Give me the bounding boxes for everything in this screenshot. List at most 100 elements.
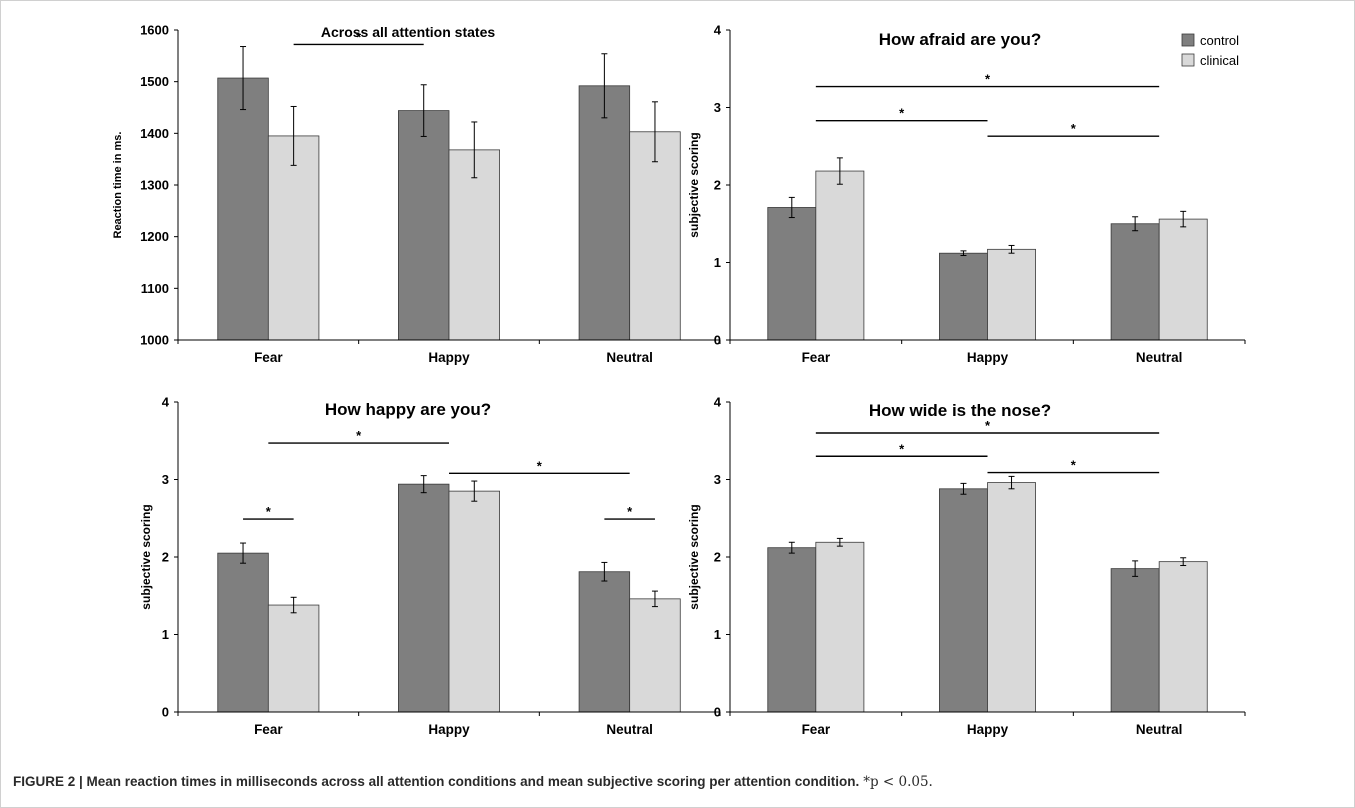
error-bar-control-neutral bbox=[1132, 560, 1139, 577]
y-tick-label: 1400 bbox=[140, 126, 169, 141]
bar-control-happy bbox=[939, 488, 988, 713]
y-tick-label: 0 bbox=[162, 705, 169, 720]
chart-panel-1: 1000 1100 1200 1300 1400 1500 1600 Fear Happy Neu… bbox=[112, 23, 721, 365]
significance-marker: * bbox=[1071, 121, 1077, 136]
y-tick-label: 2 bbox=[714, 550, 721, 565]
bar-clinical-neutral bbox=[629, 598, 681, 713]
significance-marker: * bbox=[537, 458, 543, 473]
x-tick-label-fear: Fear bbox=[802, 722, 831, 737]
legend: control clinical bbox=[1181, 33, 1239, 68]
bar-control-fear bbox=[217, 77, 269, 341]
error-bar-clinical-fear bbox=[836, 537, 843, 547]
significance-marker: * bbox=[899, 441, 905, 456]
error-bar-control-happy bbox=[960, 250, 967, 257]
bar-clinical-happy bbox=[987, 248, 1036, 341]
y-tick-label: 2 bbox=[714, 178, 721, 193]
error-bar-control-happy bbox=[420, 475, 427, 494]
chart-title: How wide is the nose? bbox=[869, 401, 1051, 420]
x-tick-label-fear: Fear bbox=[254, 350, 283, 365]
x-tick-label-happy: Happy bbox=[428, 722, 470, 737]
bar-control-happy bbox=[398, 483, 450, 713]
significance-marker: * bbox=[985, 72, 991, 87]
y-tick-label: 1200 bbox=[140, 229, 169, 244]
error-bar-control-fear bbox=[788, 196, 795, 219]
error-bar-clinical-happy bbox=[1008, 244, 1015, 254]
y-tick-label: 1600 bbox=[140, 23, 169, 38]
error-bar-clinical-neutral bbox=[1180, 210, 1187, 228]
bar-clinical-fear bbox=[815, 541, 865, 713]
bar-clinical-fear bbox=[267, 604, 320, 713]
legend-swatch-clinical bbox=[1181, 53, 1195, 67]
bar-control-fear bbox=[767, 207, 817, 341]
chart-title: How afraid are you? bbox=[879, 30, 1041, 49]
y-tick-label: 1000 bbox=[140, 333, 169, 348]
bar-control-fear bbox=[767, 547, 817, 713]
error-bar-control-fear bbox=[240, 542, 247, 564]
error-bar-control-fear bbox=[240, 46, 247, 111]
y-tick-label: 1 bbox=[162, 627, 169, 642]
x-tick-label-fear: Fear bbox=[254, 722, 283, 737]
bar-clinical-fear bbox=[815, 170, 865, 341]
error-bar-clinical-neutral bbox=[1180, 557, 1187, 567]
y-tick-label: 1 bbox=[714, 627, 721, 642]
bar-control-fear bbox=[217, 552, 269, 713]
y-axis-label: subjective scoring bbox=[687, 504, 701, 609]
bar-clinical-neutral bbox=[1158, 561, 1208, 713]
error-bar-clinical-happy bbox=[471, 480, 478, 502]
x-tick-label-neutral: Neutral bbox=[606, 350, 653, 365]
bar-clinical-neutral bbox=[629, 131, 681, 341]
y-axis-label: subjective scoring bbox=[139, 504, 153, 609]
significance-marker: * bbox=[356, 29, 362, 44]
bar-control-happy bbox=[939, 252, 988, 341]
error-bar-control-neutral bbox=[601, 561, 608, 582]
bar-control-neutral bbox=[1110, 568, 1160, 713]
bar-clinical-happy bbox=[448, 149, 500, 341]
error-bar-clinical-fear bbox=[836, 157, 843, 185]
x-tick-label-happy: Happy bbox=[967, 350, 1009, 365]
significance-marker: * bbox=[899, 106, 905, 121]
bar-control-neutral bbox=[578, 85, 631, 341]
y-tick-label: 3 bbox=[714, 100, 721, 115]
error-bar-clinical-fear bbox=[290, 105, 297, 166]
error-bar-control-happy bbox=[420, 84, 427, 137]
chart-panel-4: 0 1 2 3 4 Fear Happy Neutral How wide is the nos… bbox=[687, 395, 1246, 737]
y-tick-label: 3 bbox=[162, 472, 169, 487]
chart-title: Across all attention states bbox=[321, 24, 495, 40]
caption-note: *p < 0.05. bbox=[863, 774, 933, 790]
y-tick-label: 0 bbox=[714, 333, 721, 348]
error-bar-control-happy bbox=[960, 482, 967, 495]
chart-panel-3: 0 1 2 3 4 Fear Happy Neutral How happy are you? s… bbox=[139, 395, 721, 737]
legend-label-control: control bbox=[1200, 33, 1239, 48]
error-bar-control-neutral bbox=[601, 53, 608, 119]
y-tick-label: 4 bbox=[162, 395, 170, 410]
y-tick-label: 3 bbox=[714, 472, 721, 487]
bar-clinical-happy bbox=[987, 482, 1036, 713]
error-bar-clinical-neutral bbox=[651, 590, 658, 608]
y-tick-label: 2 bbox=[162, 550, 169, 565]
significance-marker: * bbox=[1071, 458, 1077, 473]
legend-label-clinical: clinical bbox=[1200, 53, 1239, 68]
caption-title: FIGURE 2 | Mean reaction times in millis… bbox=[13, 774, 860, 789]
bar-control-neutral bbox=[578, 571, 631, 713]
chart-panel-2: 0 1 2 3 4 Fear Happy Neutral How afraid are you?… bbox=[687, 23, 1246, 365]
significance-marker: * bbox=[985, 418, 991, 433]
x-tick-label-neutral: Neutral bbox=[1136, 350, 1183, 365]
error-bar-clinical-fear bbox=[290, 596, 297, 614]
bar-clinical-neutral bbox=[1158, 218, 1208, 341]
bar-clinical-fear bbox=[267, 135, 320, 341]
x-tick-label-happy: Happy bbox=[967, 722, 1009, 737]
x-tick-label-happy: Happy bbox=[428, 350, 470, 365]
y-axis-label: Reaction time in ms. bbox=[112, 132, 124, 239]
significance-marker: * bbox=[627, 504, 633, 519]
figure-caption: FIGURE 2 | Mean reaction times in millis… bbox=[13, 774, 1343, 790]
error-bar-clinical-happy bbox=[471, 121, 478, 179]
error-bar-clinical-happy bbox=[1008, 475, 1015, 490]
x-tick-label-neutral: Neutral bbox=[606, 722, 653, 737]
error-bar-control-neutral bbox=[1132, 216, 1139, 232]
y-tick-label: 4 bbox=[714, 395, 722, 410]
y-tick-label: 0 bbox=[714, 705, 721, 720]
significance-marker: * bbox=[356, 428, 362, 443]
bar-clinical-happy bbox=[448, 490, 500, 713]
legend-swatch-control bbox=[1181, 33, 1195, 47]
